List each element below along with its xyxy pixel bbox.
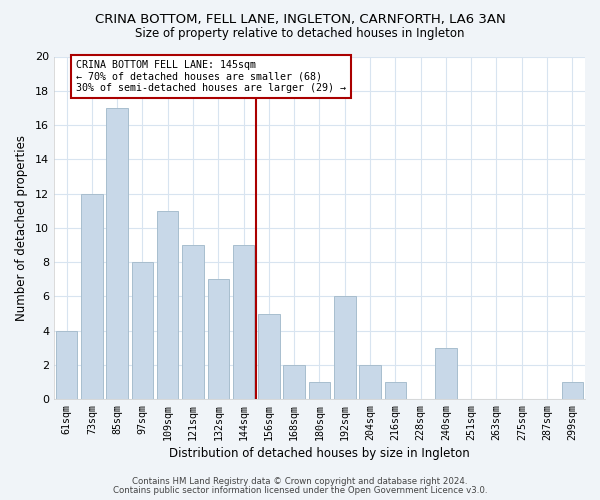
Bar [283, 365, 305, 399]
Bar [106, 108, 128, 399]
Bar [562, 382, 583, 399]
Text: CRINA BOTTOM FELL LANE: 145sqm
← 70% of detached houses are smaller (68)
30% of : CRINA BOTTOM FELL LANE: 145sqm ← 70% of … [76, 60, 346, 93]
Text: Contains public sector information licensed under the Open Government Licence v3: Contains public sector information licen… [113, 486, 487, 495]
Text: CRINA BOTTOM, FELL LANE, INGLETON, CARNFORTH, LA6 3AN: CRINA BOTTOM, FELL LANE, INGLETON, CARNF… [95, 12, 505, 26]
Bar [182, 245, 204, 399]
Bar [309, 382, 330, 399]
Text: Contains HM Land Registry data © Crown copyright and database right 2024.: Contains HM Land Registry data © Crown c… [132, 477, 468, 486]
X-axis label: Distribution of detached houses by size in Ingleton: Distribution of detached houses by size … [169, 447, 470, 460]
Bar [131, 262, 153, 399]
Bar [334, 296, 356, 399]
Bar [385, 382, 406, 399]
Y-axis label: Number of detached properties: Number of detached properties [15, 135, 28, 321]
Bar [359, 365, 381, 399]
Text: Size of property relative to detached houses in Ingleton: Size of property relative to detached ho… [135, 26, 465, 40]
Bar [233, 245, 254, 399]
Bar [258, 314, 280, 399]
Bar [157, 210, 178, 399]
Bar [435, 348, 457, 399]
Bar [208, 280, 229, 399]
Bar [56, 330, 77, 399]
Bar [81, 194, 103, 399]
